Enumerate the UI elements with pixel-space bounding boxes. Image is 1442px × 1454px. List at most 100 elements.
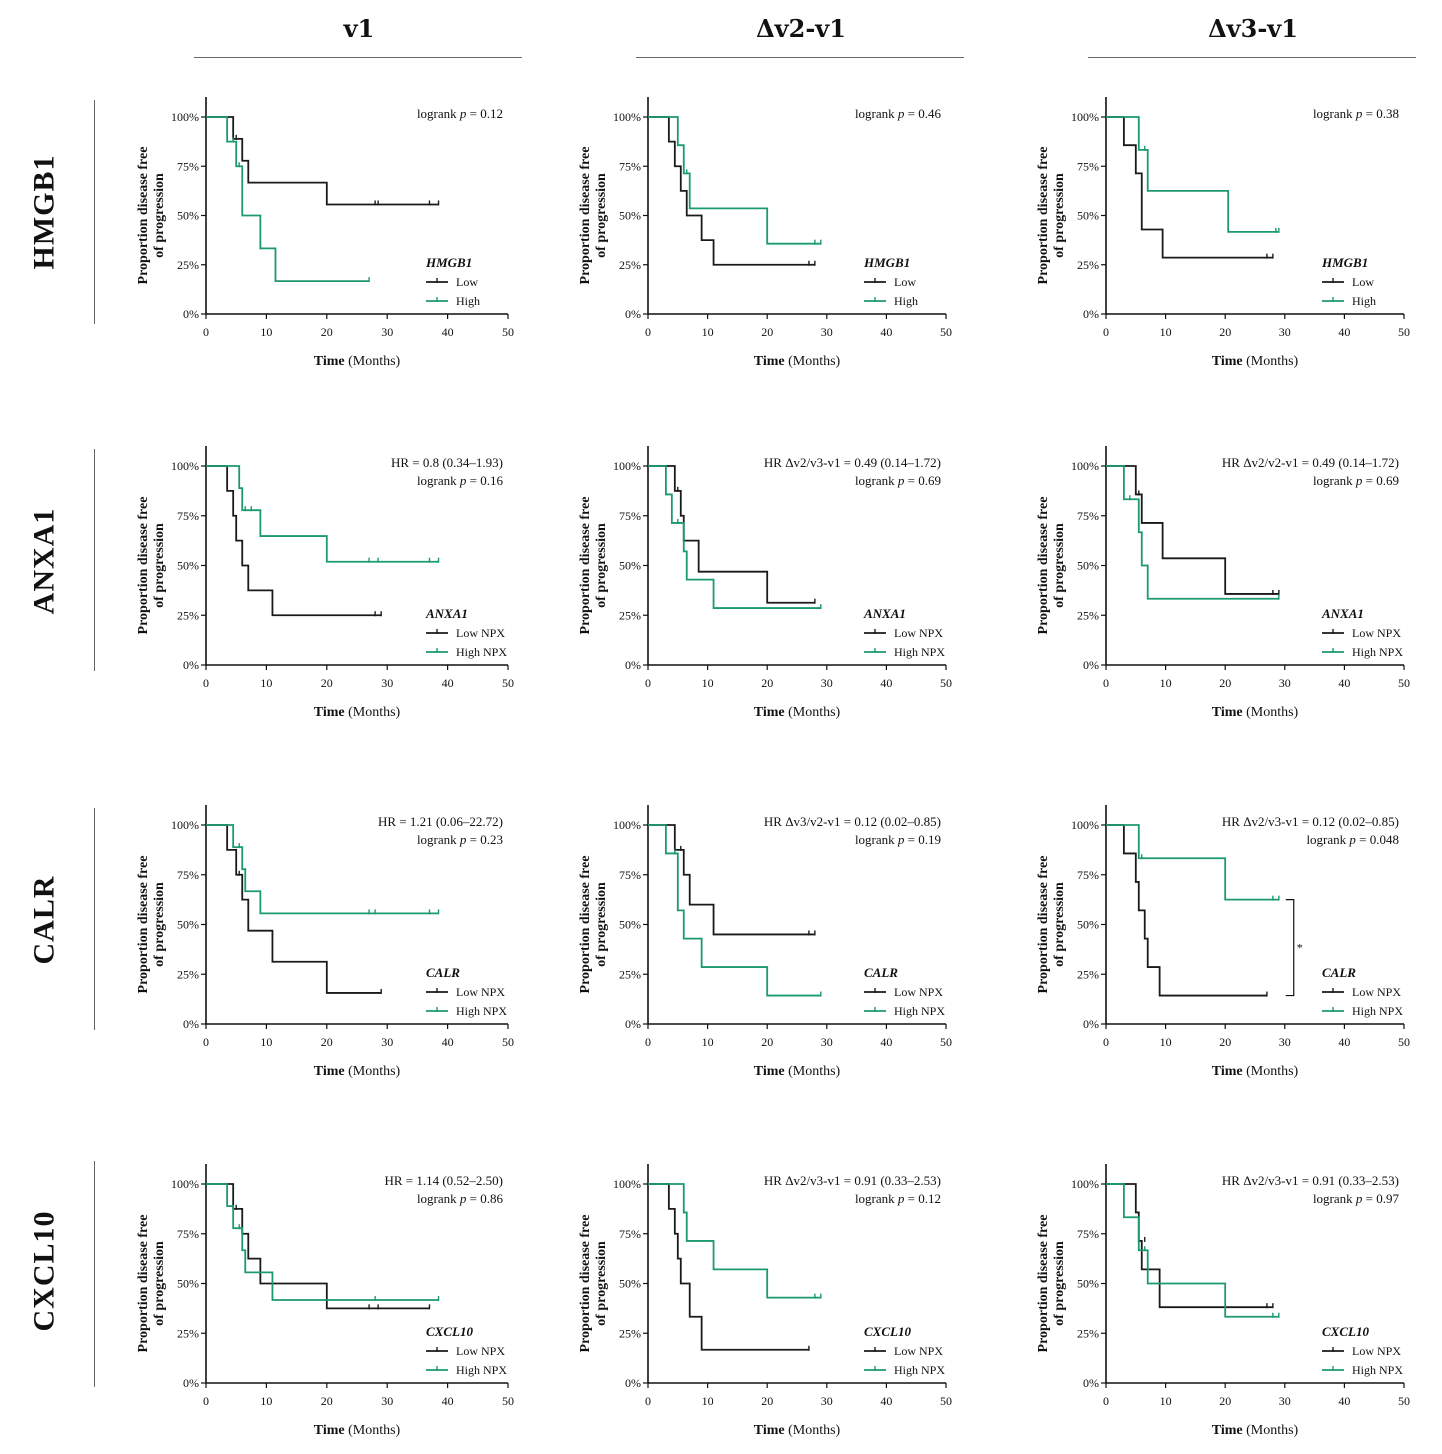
km-curve-low-npx <box>1106 1183 1273 1309</box>
x-tick-label: 30 <box>1279 676 1291 690</box>
x-tick-label: 40 <box>880 325 892 339</box>
stat-annotation: logrank p = 0.69 <box>855 473 941 488</box>
y-axis-label: Proportion disease freeof progression <box>136 856 167 994</box>
y-tick-label: 100% <box>171 110 199 124</box>
km-curve-high-npx <box>206 1183 439 1301</box>
y-tick-label: 75% <box>619 509 641 523</box>
km-curve-high-npx <box>206 465 439 563</box>
column-header-dv2-v1: Δv2-v1 <box>756 14 846 43</box>
legend-title: CXCL10 <box>864 1324 911 1339</box>
legend-label: Low <box>456 275 478 289</box>
legend-label: High NPX <box>1352 1004 1403 1018</box>
y-tick-label: 25% <box>177 258 199 272</box>
legend-title: CALR <box>1322 965 1356 980</box>
column-header-v1: v1 <box>343 14 375 43</box>
y-tick-label: 25% <box>1077 967 1099 981</box>
x-tick-label: 30 <box>1279 325 1291 339</box>
x-tick-label: 50 <box>1398 1035 1410 1049</box>
legend-title: ANXA1 <box>863 606 906 621</box>
y-tick-label: 25% <box>177 1326 199 1340</box>
legend-label: Low NPX <box>456 985 505 999</box>
stat-annotation: logrank p = 0.97 <box>1313 1191 1400 1206</box>
legend-label: High NPX <box>894 1363 945 1377</box>
y-tick-label: 50% <box>619 559 641 573</box>
y-tick-label: 50% <box>619 918 641 932</box>
y-tick-label: 25% <box>177 608 199 622</box>
y-tick-label: 75% <box>177 1227 199 1241</box>
y-tick-label: 0% <box>625 658 641 672</box>
km-curve-high-npx <box>1106 1183 1279 1318</box>
y-tick-label: 0% <box>183 307 199 321</box>
y-tick-label: 100% <box>1071 1177 1099 1191</box>
x-tick-label: 40 <box>1338 676 1350 690</box>
column-rule-dv3-v1 <box>1088 57 1416 58</box>
stat-annotation: HR Δv2/v3-v1 = 0.49 (0.14–1.72) <box>764 455 941 470</box>
km-curve-high <box>1106 116 1279 233</box>
legend-label: High NPX <box>456 1363 507 1377</box>
y-axis-label: Proportion disease freeof progression <box>1036 856 1067 994</box>
y-tick-label: 50% <box>177 209 199 223</box>
km-curve-high-npx <box>648 1183 821 1299</box>
km-curve-low-npx <box>1106 465 1279 595</box>
legend-label: High NPX <box>894 645 945 659</box>
y-tick-label: 75% <box>177 868 199 882</box>
y-axis-label: Proportion disease freeof progression <box>136 147 167 285</box>
legend-title: CXCL10 <box>426 1324 473 1339</box>
y-axis-label: Proportion disease freeof progression <box>136 497 167 635</box>
x-axis-label: Time (Months) <box>314 705 401 720</box>
stat-annotation: logrank p = 0.23 <box>417 832 503 847</box>
x-tick-label: 50 <box>502 325 514 339</box>
x-tick-label: 10 <box>702 325 714 339</box>
x-tick-label: 20 <box>1219 1394 1231 1408</box>
x-tick-label: 50 <box>940 1035 952 1049</box>
legend-label: Low <box>1352 275 1374 289</box>
km-curve-low <box>206 116 439 206</box>
x-tick-label: 50 <box>502 676 514 690</box>
stat-annotation: logrank p = 0.048 <box>1306 832 1399 847</box>
x-tick-label: 50 <box>1398 1394 1410 1408</box>
x-tick-label: 20 <box>321 1394 333 1408</box>
y-tick-label: 100% <box>613 110 641 124</box>
stat-annotation: logrank p = 0.16 <box>417 473 504 488</box>
y-tick-label: 100% <box>171 459 199 473</box>
row-rule-calr <box>94 808 95 1030</box>
y-tick-label: 0% <box>183 1376 199 1390</box>
km-curve-high <box>648 116 821 245</box>
stat-annotation: logrank p = 0.69 <box>1313 473 1399 488</box>
x-tick-label: 20 <box>1219 325 1231 339</box>
y-tick-label: 75% <box>1077 509 1099 523</box>
y-tick-label: 100% <box>1071 110 1099 124</box>
legend-label: Low NPX <box>894 985 943 999</box>
x-tick-label: 50 <box>1398 325 1410 339</box>
km-curve-low-npx <box>206 465 382 617</box>
km-panel-p6: 0% 25% 50% 75% 100% 0 10 20 30 40 50 Time (Months) P… <box>1036 446 1410 720</box>
legend-label: Low NPX <box>456 626 505 640</box>
x-tick-label: 30 <box>821 1035 833 1049</box>
y-tick-label: 50% <box>1077 209 1099 223</box>
x-tick-label: 50 <box>940 676 952 690</box>
x-tick-label: 50 <box>940 325 952 339</box>
km-panel-p10: 0% 25% 50% 75% 100% 0 10 20 30 40 50 Time (Months) P… <box>136 1164 514 1438</box>
significance-marker: * <box>1297 941 1303 955</box>
x-tick-label: 0 <box>203 1035 209 1049</box>
x-tick-label: 20 <box>761 1394 773 1408</box>
legend-title: HMGB1 <box>425 255 472 270</box>
stat-annotation: HR Δv2/v3-v1 = 0.12 (0.02–0.85) <box>1222 814 1399 829</box>
y-tick-label: 100% <box>613 459 641 473</box>
x-tick-label: 10 <box>260 325 272 339</box>
legend-label: High <box>456 294 480 308</box>
x-tick-label: 0 <box>1103 1394 1109 1408</box>
km-panel-p2: 0% 25% 50% 75% 100% 0 10 20 30 40 50 Time (Months) P… <box>578 97 952 369</box>
y-tick-label: 0% <box>183 658 199 672</box>
stat-annotation: logrank p = 0.19 <box>855 832 941 847</box>
row-rule-cxcl10 <box>94 1161 95 1387</box>
y-tick-label: 75% <box>177 159 199 173</box>
x-tick-label: 0 <box>203 676 209 690</box>
x-tick-label: 10 <box>1160 676 1172 690</box>
x-tick-label: 20 <box>761 676 773 690</box>
km-curve-low-npx <box>206 1183 430 1310</box>
km-panel-p11: 0% 25% 50% 75% 100% 0 10 20 30 40 50 Time (Months) P… <box>578 1164 952 1438</box>
x-tick-label: 30 <box>821 676 833 690</box>
legend-label: Low NPX <box>1352 985 1401 999</box>
y-axis-label: Proportion disease freeof progression <box>578 497 609 635</box>
